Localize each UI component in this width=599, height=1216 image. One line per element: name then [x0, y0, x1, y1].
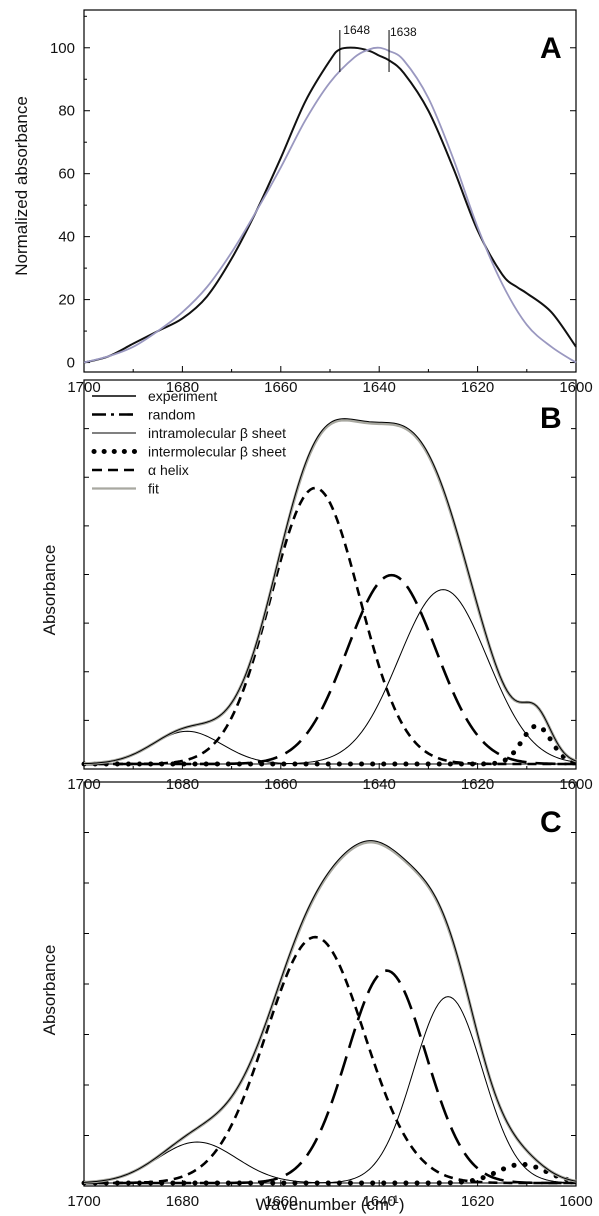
- x-tick-label: 1620: [461, 776, 494, 793]
- x-axis-title: Wavenumber (cm-1): [256, 1194, 405, 1214]
- peak-label-1638: 1638: [390, 25, 417, 39]
- panel-a-ylabel: Normalized absorbance: [12, 96, 31, 276]
- legend-label: intermolecular β sheet: [148, 444, 286, 460]
- x-tick-label: 1660: [264, 776, 297, 793]
- x-tick-label: 1600: [559, 1193, 592, 1210]
- x-tick-label: 1640: [363, 379, 396, 396]
- y-tick-label: 100: [50, 40, 75, 57]
- series-line-1: [83, 46, 577, 364]
- random-coil-curve: [84, 573, 577, 766]
- panel-b-letter: B: [540, 402, 562, 435]
- panel-a-letter: A: [540, 32, 562, 65]
- legend-label: experiment: [148, 388, 217, 404]
- x-tick-label: 1600: [559, 776, 592, 793]
- x-tick-label: 1680: [166, 776, 199, 793]
- panel-a-frame: [83, 9, 577, 373]
- x-tick-label: 1700: [67, 379, 100, 396]
- x-tick-label: 1620: [461, 379, 494, 396]
- x-tick-label: 1680: [166, 379, 199, 396]
- plot-layer: 1700 1680 1660 1640 1620 1600 1700 1680 1660 1640…: [50, 15, 593, 1210]
- panel-c-letter: C: [540, 806, 562, 839]
- y-tick-label: 60: [58, 166, 75, 183]
- random-coil-curve: [84, 969, 576, 1185]
- alpha-helix-curve: [84, 486, 576, 766]
- x-tick-label: 1620: [461, 1193, 494, 1210]
- legend-label: α helix: [148, 462, 189, 478]
- y-tick-label: 40: [58, 229, 75, 246]
- y-tick-label: 80: [58, 103, 75, 120]
- series-line-2: [83, 46, 577, 364]
- x-tick-label: 1640: [363, 1193, 396, 1210]
- panel-b-ylabel: Absorbance: [40, 545, 59, 636]
- y-tick-label: 20: [58, 292, 75, 309]
- experiment-curve: [83, 840, 577, 1183]
- x-tick-label: 1660: [264, 379, 297, 396]
- panel-c-ylabel: Absorbance: [40, 945, 59, 1036]
- panel-c-frame: [83, 781, 577, 1187]
- x-tick-label: 1700: [67, 1193, 100, 1210]
- legend-label: fit: [148, 481, 159, 497]
- fit-curve: [83, 840, 577, 1184]
- x-tick-label: 1700: [67, 776, 100, 793]
- legend-label: random: [148, 407, 195, 423]
- y-tick-label: 0: [67, 355, 75, 372]
- x-tick-label: 1680: [166, 1193, 199, 1210]
- x-tick-label: 1600: [559, 379, 592, 396]
- turn-band-curve: [83, 730, 576, 765]
- experiment-curve: [83, 418, 577, 765]
- intermolecular-sheet-curve: [81, 723, 579, 767]
- alpha-helix-curve: [84, 935, 576, 1185]
- legend-label: intramolecular β sheet: [148, 425, 286, 441]
- x-tick-label: 1660: [264, 1193, 297, 1210]
- turn-band-curve: [83, 1141, 576, 1184]
- intramolecular-sheet-curve: [84, 589, 577, 765]
- peak-label-1648: 1648: [343, 23, 370, 37]
- x-tick-label: 1640: [363, 776, 396, 793]
